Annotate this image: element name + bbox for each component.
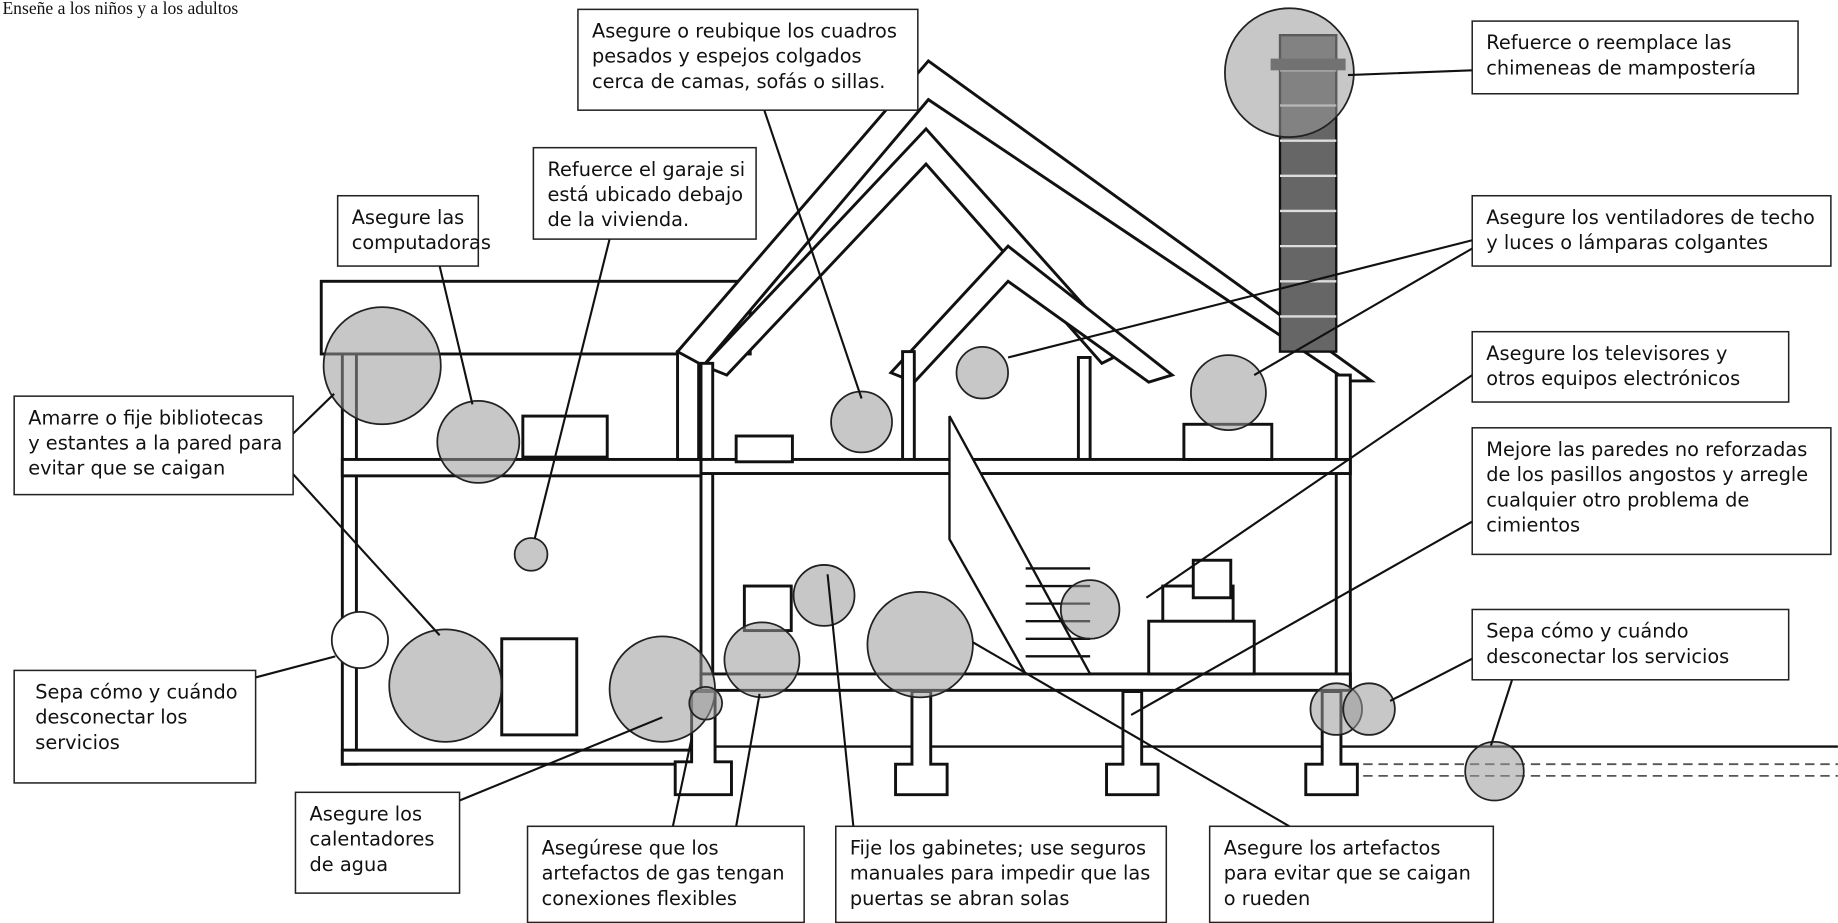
callout-text: desconectar los servicios [1486, 645, 1729, 668]
callout: Fije los gabinetes; use seguros manuales … [836, 826, 1167, 922]
callout: Asegure los artefactos para evitar que se… [1210, 826, 1494, 922]
callout-text: de los pasillos angostos y arregle [1486, 463, 1808, 486]
callout-text: Asegúrese que los [542, 836, 719, 859]
callout-text: Asegure las [352, 206, 465, 229]
callout-text: o rueden [1224, 887, 1310, 910]
callout-text: puertas se abran solas [850, 887, 1070, 910]
callout-text: cualquier otro problema de [1486, 488, 1749, 511]
callout-text: Asegure los [310, 802, 423, 825]
callout-text: para evitar que se caigan [1224, 862, 1471, 885]
callout-text: artefactos de gas tengan [542, 862, 785, 885]
callout-text: manuales para impedir que las [850, 862, 1150, 885]
callout-text: Asegure los artefactos [1224, 836, 1441, 859]
callout: Asegúrese que los artefactos de gas tenga… [528, 826, 805, 922]
house [321, 8, 1838, 800]
callout-text: computadoras [352, 231, 491, 254]
callout-text: chimeneas de mampostería [1486, 56, 1756, 79]
callout-text: calentadores [310, 828, 435, 851]
callout-text: Asegure los ventiladores de techo [1486, 206, 1815, 229]
callout-text: Asegure los televisores y [1486, 342, 1727, 365]
callout-text: evitar que se caigan [28, 457, 225, 480]
callout-text: pesados y espejos colgados [592, 45, 862, 68]
header: Enseñe a los niños y a los adultos [2, 0, 238, 18]
callout-text: desconectar los [35, 706, 187, 729]
callout-text: conexiones flexibles [542, 887, 737, 910]
callout-text: Mejore las paredes no reforzadas [1486, 438, 1807, 461]
callout-text: de agua [310, 853, 389, 876]
callout-text: y estantes a la pared para [28, 431, 282, 454]
diagram: Enseñe a los niños y a los adultos [0, 0, 1838, 923]
callout-text: cimientos [1486, 514, 1580, 537]
callout-text: Sepa cómo y cuándo [35, 681, 237, 704]
callout-text: y luces o lámparas colgantes [1486, 231, 1768, 254]
callout-text: Fije los gabinetes; use seguros [850, 836, 1146, 859]
callout-text: otros equipos electrónicos [1486, 367, 1740, 390]
callout-text: cerca de camas, sofás o sillas. [592, 70, 885, 93]
callout-text: Asegure o reubique los cuadros [592, 20, 897, 43]
callout-text: Refuerce el garaje si [547, 158, 745, 181]
callout-text: Sepa cómo y cuándo [1486, 620, 1688, 643]
callout-text: Refuerce o reemplace las [1486, 31, 1731, 54]
callout-text: de la vivienda. [547, 208, 689, 231]
callout-text: servicios [35, 731, 120, 754]
callout-text: Amarre o fije bibliotecas [28, 406, 263, 429]
callout-text: está ubicado debajo [547, 183, 743, 206]
